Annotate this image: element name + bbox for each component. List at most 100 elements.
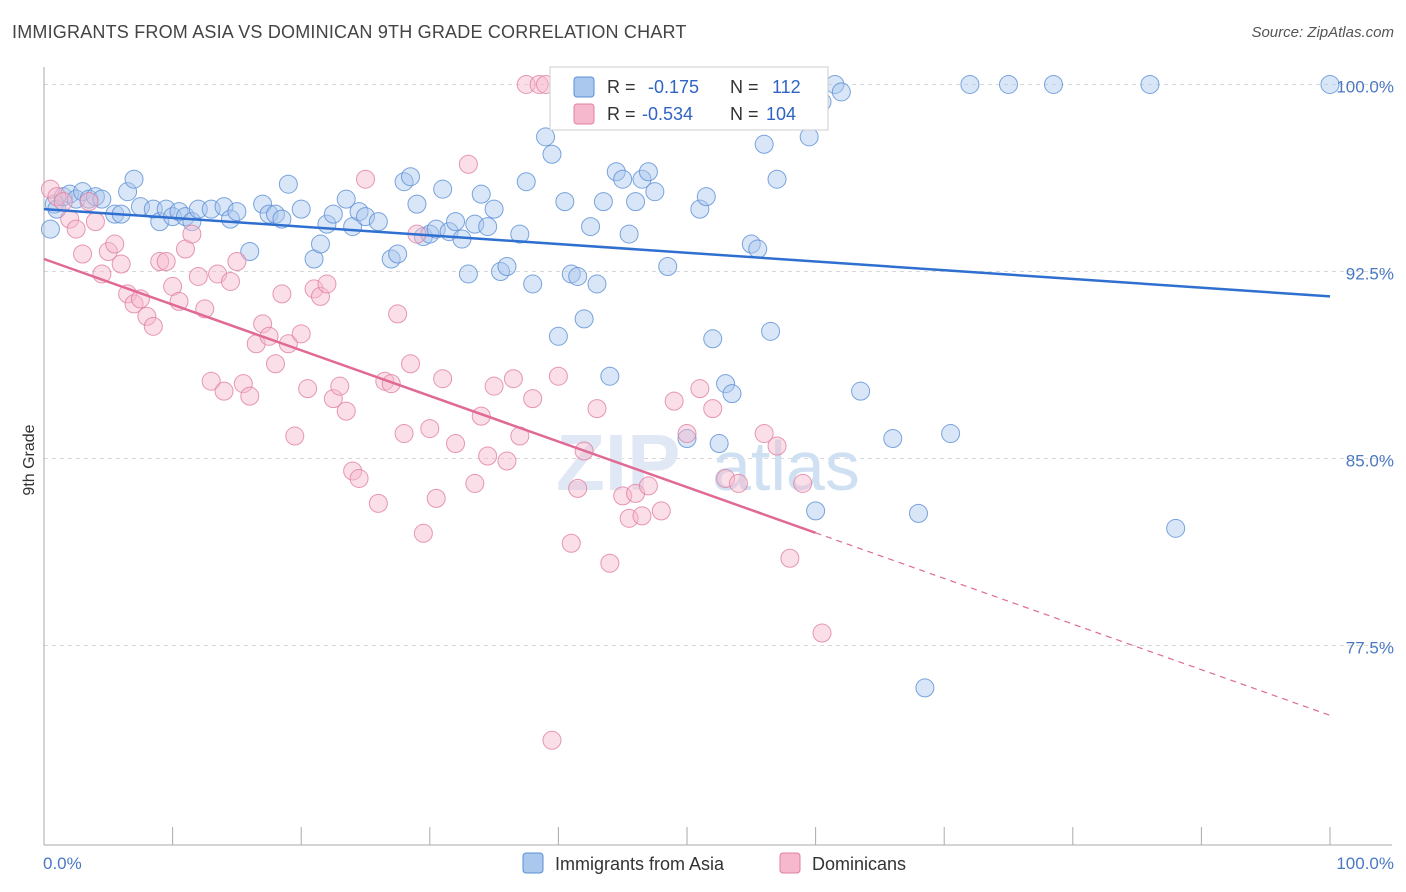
point-asia <box>401 167 421 187</box>
point-dominicans <box>188 266 208 286</box>
point-asia <box>381 249 401 269</box>
point-asia <box>600 366 620 386</box>
point-asia <box>690 199 710 219</box>
point-asia <box>458 264 478 284</box>
point-asia <box>433 179 453 199</box>
watermark-atlas: atlas <box>712 427 860 505</box>
y-tick-label: 92.5% <box>1346 264 1394 283</box>
legend-n-value-asia: 112 <box>772 77 801 97</box>
point-dominicans <box>323 389 343 409</box>
point-dominicans <box>433 369 453 389</box>
point-asia <box>278 174 298 194</box>
point-asia <box>748 239 768 259</box>
point-dominicans <box>716 468 736 488</box>
point-asia <box>915 678 935 698</box>
point-asia <box>356 207 375 227</box>
point-dominicans <box>780 548 800 568</box>
point-dominicans <box>330 376 350 396</box>
point-asia <box>73 182 93 202</box>
point-dominicans <box>317 274 337 294</box>
bottom-legend-swatch-dominicans <box>779 852 801 874</box>
point-dominicans <box>754 424 774 444</box>
point-asia <box>240 242 260 262</box>
point-asia <box>799 127 819 147</box>
point-asia <box>548 326 568 346</box>
point-dominicans <box>426 488 446 508</box>
point-dominicans <box>265 354 285 374</box>
point-dominicans <box>368 493 388 513</box>
point-dominicans <box>137 306 157 326</box>
point-dominicans <box>651 501 671 521</box>
trend-line-dominicans-extension <box>815 532 1331 716</box>
point-dominicans <box>561 533 581 553</box>
point-asia <box>754 134 774 154</box>
y-tick-label: 85.0% <box>1346 451 1394 470</box>
point-dominicans <box>291 324 311 344</box>
point-dominicans <box>227 252 247 271</box>
point-asia <box>259 204 279 224</box>
point-asia <box>709 434 729 454</box>
point-dominicans <box>40 179 60 199</box>
point-dominicans <box>394 424 414 444</box>
point-dominicans <box>182 224 202 244</box>
point-dominicans <box>767 436 787 456</box>
point-dominicans <box>79 192 99 212</box>
point-asia <box>272 209 292 229</box>
point-asia <box>581 217 601 237</box>
point-dominicans <box>105 234 125 254</box>
x-tick-label-min: 0.0% <box>43 854 82 873</box>
point-dominicans <box>298 379 318 399</box>
legend-swatch-dominicans <box>573 103 595 125</box>
point-asia <box>941 424 961 444</box>
trend-lines <box>43 207 1331 716</box>
point-asia <box>265 204 285 224</box>
grid-lines <box>44 83 1392 647</box>
point-asia <box>491 261 511 281</box>
point-dominicans <box>253 314 273 334</box>
point-asia <box>806 501 826 521</box>
point-asia <box>613 169 633 189</box>
point-dominicans <box>201 371 221 391</box>
point-asia <box>542 144 562 164</box>
point-asia <box>516 172 536 192</box>
point-asia <box>536 127 556 147</box>
point-dominicans <box>503 369 523 389</box>
point-asia <box>645 182 665 202</box>
point-dominicans <box>124 294 144 314</box>
point-dominicans <box>66 219 86 239</box>
point-dominicans <box>703 399 723 419</box>
point-asia <box>1140 74 1160 94</box>
legend-n-label-dominicans: N = <box>730 104 759 124</box>
point-asia <box>1166 518 1186 538</box>
point-dominicans <box>388 304 408 324</box>
y-tick-label: 100.0% <box>1336 77 1394 96</box>
legend: R = -0.175 N = 112 R = -0.534 N = 104 <box>549 66 829 131</box>
trend-line-asia <box>43 207 1331 298</box>
point-dominicans <box>150 252 170 271</box>
y-axis-title: 9th Grade <box>21 424 38 495</box>
point-dominicans <box>638 476 658 496</box>
point-asia <box>323 204 343 224</box>
point-asia <box>716 374 736 394</box>
point-dominicans <box>587 399 607 419</box>
point-dominicans <box>214 381 234 401</box>
x-tick-label-max: 100.0% <box>1336 854 1394 873</box>
point-asia <box>407 194 427 214</box>
point-dominicans <box>465 473 485 493</box>
point-dominicans <box>310 286 330 306</box>
legend-r-label-asia: R = <box>607 77 636 97</box>
point-asia <box>220 209 240 229</box>
point-asia <box>523 274 543 294</box>
point-asia <box>960 74 980 94</box>
point-asia <box>471 184 491 204</box>
point-asia <box>696 187 716 207</box>
point-asia <box>722 384 742 404</box>
series-asia-points <box>40 74 1340 698</box>
point-dominicans <box>220 271 240 291</box>
y-tick-labels: 100.0% 92.5% 85.0% 77.5% <box>1336 77 1394 657</box>
point-dominicans <box>497 451 517 471</box>
point-dominicans <box>812 623 832 643</box>
point-dominicans <box>98 242 118 262</box>
point-asia <box>626 192 646 212</box>
point-asia <box>40 219 60 239</box>
